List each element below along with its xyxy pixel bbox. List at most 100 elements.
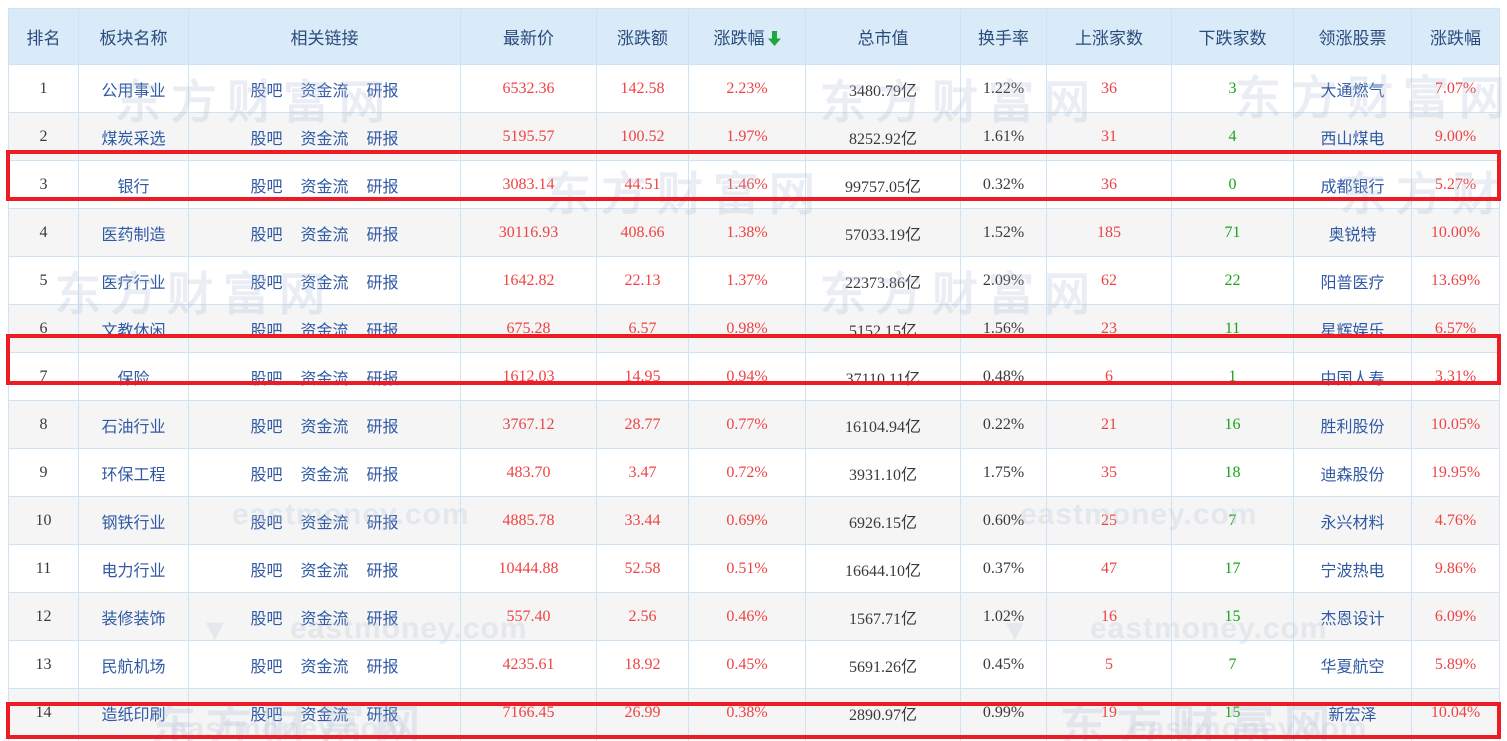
report-link[interactable]: 研报 (366, 658, 399, 676)
leading-stock-link[interactable]: 永兴材料 (1320, 514, 1385, 532)
leading-stock-percent: 9.00% (1411, 112, 1500, 161)
sector-name-link[interactable]: 民航机场 (101, 658, 166, 676)
fund-flow-link[interactable]: 资金流 (300, 274, 349, 292)
leading-stock-link[interactable]: 阳普医疗 (1320, 274, 1385, 292)
leading-stock-link[interactable]: 西山煤电 (1320, 130, 1385, 148)
guba-link[interactable]: 股吧 (250, 370, 283, 388)
leading-stock-link[interactable]: 胜利股份 (1320, 418, 1385, 436)
losers-count: 3 (1171, 64, 1294, 113)
guba-link[interactable]: 股吧 (250, 658, 283, 676)
sector-name-link[interactable]: 保险 (117, 370, 150, 388)
leading-stock-link[interactable]: 星辉娱乐 (1320, 322, 1385, 340)
guba-link[interactable]: 股吧 (250, 82, 283, 100)
leading-stock-percent: 13.69% (1411, 256, 1500, 305)
fund-flow-link[interactable]: 资金流 (300, 322, 349, 340)
leading-stock-link[interactable]: 奥锐特 (1328, 226, 1377, 244)
latest-price: 4235.61 (460, 640, 597, 689)
fund-flow-link[interactable]: 资金流 (300, 706, 349, 724)
rank-cell: 11 (8, 544, 79, 593)
report-link[interactable]: 研报 (366, 418, 399, 436)
guba-link[interactable]: 股吧 (250, 610, 283, 628)
fund-flow-link[interactable]: 资金流 (300, 82, 349, 100)
sector-table-body: 1 公用事业 股吧 资金流 研报 6532.36 142.58 2.23% 3480.79亿 1.… (8, 64, 1500, 741)
change-amount: 26.99 (596, 688, 689, 737)
fund-flow-link[interactable]: 资金流 (300, 514, 349, 532)
sector-name-link[interactable]: 医疗行业 (101, 274, 166, 292)
report-link[interactable]: 研报 (366, 370, 399, 388)
report-link[interactable]: 研报 (366, 82, 399, 100)
sector-name-link[interactable]: 装修装饰 (101, 610, 166, 628)
sector-name-cell: 医药制造 (78, 208, 189, 257)
leading-stock-link[interactable]: 大通燃气 (1320, 82, 1385, 100)
fund-flow-link[interactable]: 资金流 (300, 226, 349, 244)
fund-flow-link[interactable]: 资金流 (300, 178, 349, 196)
guba-link[interactable]: 股吧 (250, 466, 283, 484)
sector-name-link[interactable]: 医药制造 (101, 226, 166, 244)
guba-link[interactable]: 股吧 (250, 226, 283, 244)
col-header-sector-name: 板块名称 (78, 8, 189, 65)
report-link[interactable]: 研报 (366, 274, 399, 292)
leading-stock-percent: 10.00% (1411, 208, 1500, 257)
leading-stock-link[interactable]: 中国人寿 (1320, 370, 1385, 388)
fund-flow-link[interactable]: 资金流 (300, 610, 349, 628)
sector-name-link[interactable]: 文教休闲 (101, 322, 166, 340)
report-link[interactable]: 研报 (366, 562, 399, 580)
guba-link[interactable]: 股吧 (250, 130, 283, 148)
related-links-cell: 股吧资金流研报 (188, 64, 461, 113)
sector-name-link[interactable]: 环保工程 (101, 466, 166, 484)
leading-stock-link[interactable]: 杰恩设计 (1320, 610, 1385, 628)
sector-name-cell: 石油行业 (78, 400, 189, 449)
fund-flow-link[interactable]: 资金流 (300, 466, 349, 484)
sector-name-cell: 银行 (78, 160, 189, 209)
guba-link[interactable]: 股吧 (250, 418, 283, 436)
gainers-count: 185 (1046, 208, 1172, 257)
sector-name-link[interactable]: 煤炭采选 (101, 130, 166, 148)
guba-link[interactable]: 股吧 (250, 322, 283, 340)
fund-flow-link[interactable]: 资金流 (300, 370, 349, 388)
col-header-change-amount: 涨跌额 (596, 8, 689, 65)
report-link[interactable]: 研报 (366, 610, 399, 628)
report-link[interactable]: 研报 (366, 130, 399, 148)
guba-link[interactable]: 股吧 (250, 274, 283, 292)
leading-stock-link[interactable]: 新宏泽 (1328, 706, 1377, 724)
report-link[interactable]: 研报 (366, 466, 399, 484)
guba-link[interactable]: 股吧 (250, 178, 283, 196)
losers-count: 22 (1171, 256, 1294, 305)
table-row: 13 民航机场 股吧 资金流 研报 4235.61 18.92 0.45% 5691.26亿 0.… (8, 640, 1500, 689)
leading-stock-link[interactable]: 迪森股份 (1320, 466, 1385, 484)
report-link[interactable]: 研报 (366, 226, 399, 244)
guba-link[interactable]: 股吧 (250, 514, 283, 532)
sector-name-link[interactable]: 公用事业 (101, 82, 166, 100)
report-link[interactable]: 研报 (366, 322, 399, 340)
leading-stock-percent: 10.04% (1411, 688, 1500, 737)
fund-flow-link[interactable]: 资金流 (300, 562, 349, 580)
report-link[interactable]: 研报 (366, 514, 399, 532)
sector-name-link[interactable]: 电力行业 (101, 562, 166, 580)
turnover-rate: 1.52% (960, 208, 1047, 257)
leading-stock-link[interactable]: 华夏航空 (1320, 658, 1385, 676)
table-row: 6 文教休闲 股吧 资金流 研报 675.28 6.57 0.98% 5152.15亿 1.56%… (8, 304, 1500, 353)
fund-flow-link[interactable]: 资金流 (300, 658, 349, 676)
guba-link[interactable]: 股吧 (250, 562, 283, 580)
losers-count: 71 (1171, 208, 1294, 257)
leading-stock-link[interactable]: 成都银行 (1320, 178, 1385, 196)
fund-flow-link[interactable]: 资金流 (300, 130, 349, 148)
leading-stock-link[interactable]: 宁波热电 (1320, 562, 1385, 580)
change-amount: 14.95 (596, 352, 689, 401)
report-link[interactable]: 研报 (366, 178, 399, 196)
col-header-change-percent[interactable]: 涨跌幅 (688, 8, 806, 65)
market-cap: 16104.94亿 (805, 400, 961, 449)
leading-stock-percent: 5.89% (1411, 640, 1500, 689)
sector-name-link[interactable]: 石油行业 (101, 418, 166, 436)
leading-stock-cell: 阳普医疗 (1293, 256, 1412, 305)
latest-price: 1642.82 (460, 256, 597, 305)
guba-link[interactable]: 股吧 (250, 706, 283, 724)
change-amount: 2.56 (596, 592, 689, 641)
sector-name-link[interactable]: 造纸印刷 (101, 706, 166, 724)
sector-name-link[interactable]: 银行 (117, 178, 150, 196)
leading-stock-percent: 6.09% (1411, 592, 1500, 641)
report-link[interactable]: 研报 (366, 706, 399, 724)
sector-name-link[interactable]: 钢铁行业 (101, 514, 166, 532)
fund-flow-link[interactable]: 资金流 (300, 418, 349, 436)
col-header-gainers-count: 上涨家数 (1046, 8, 1172, 65)
